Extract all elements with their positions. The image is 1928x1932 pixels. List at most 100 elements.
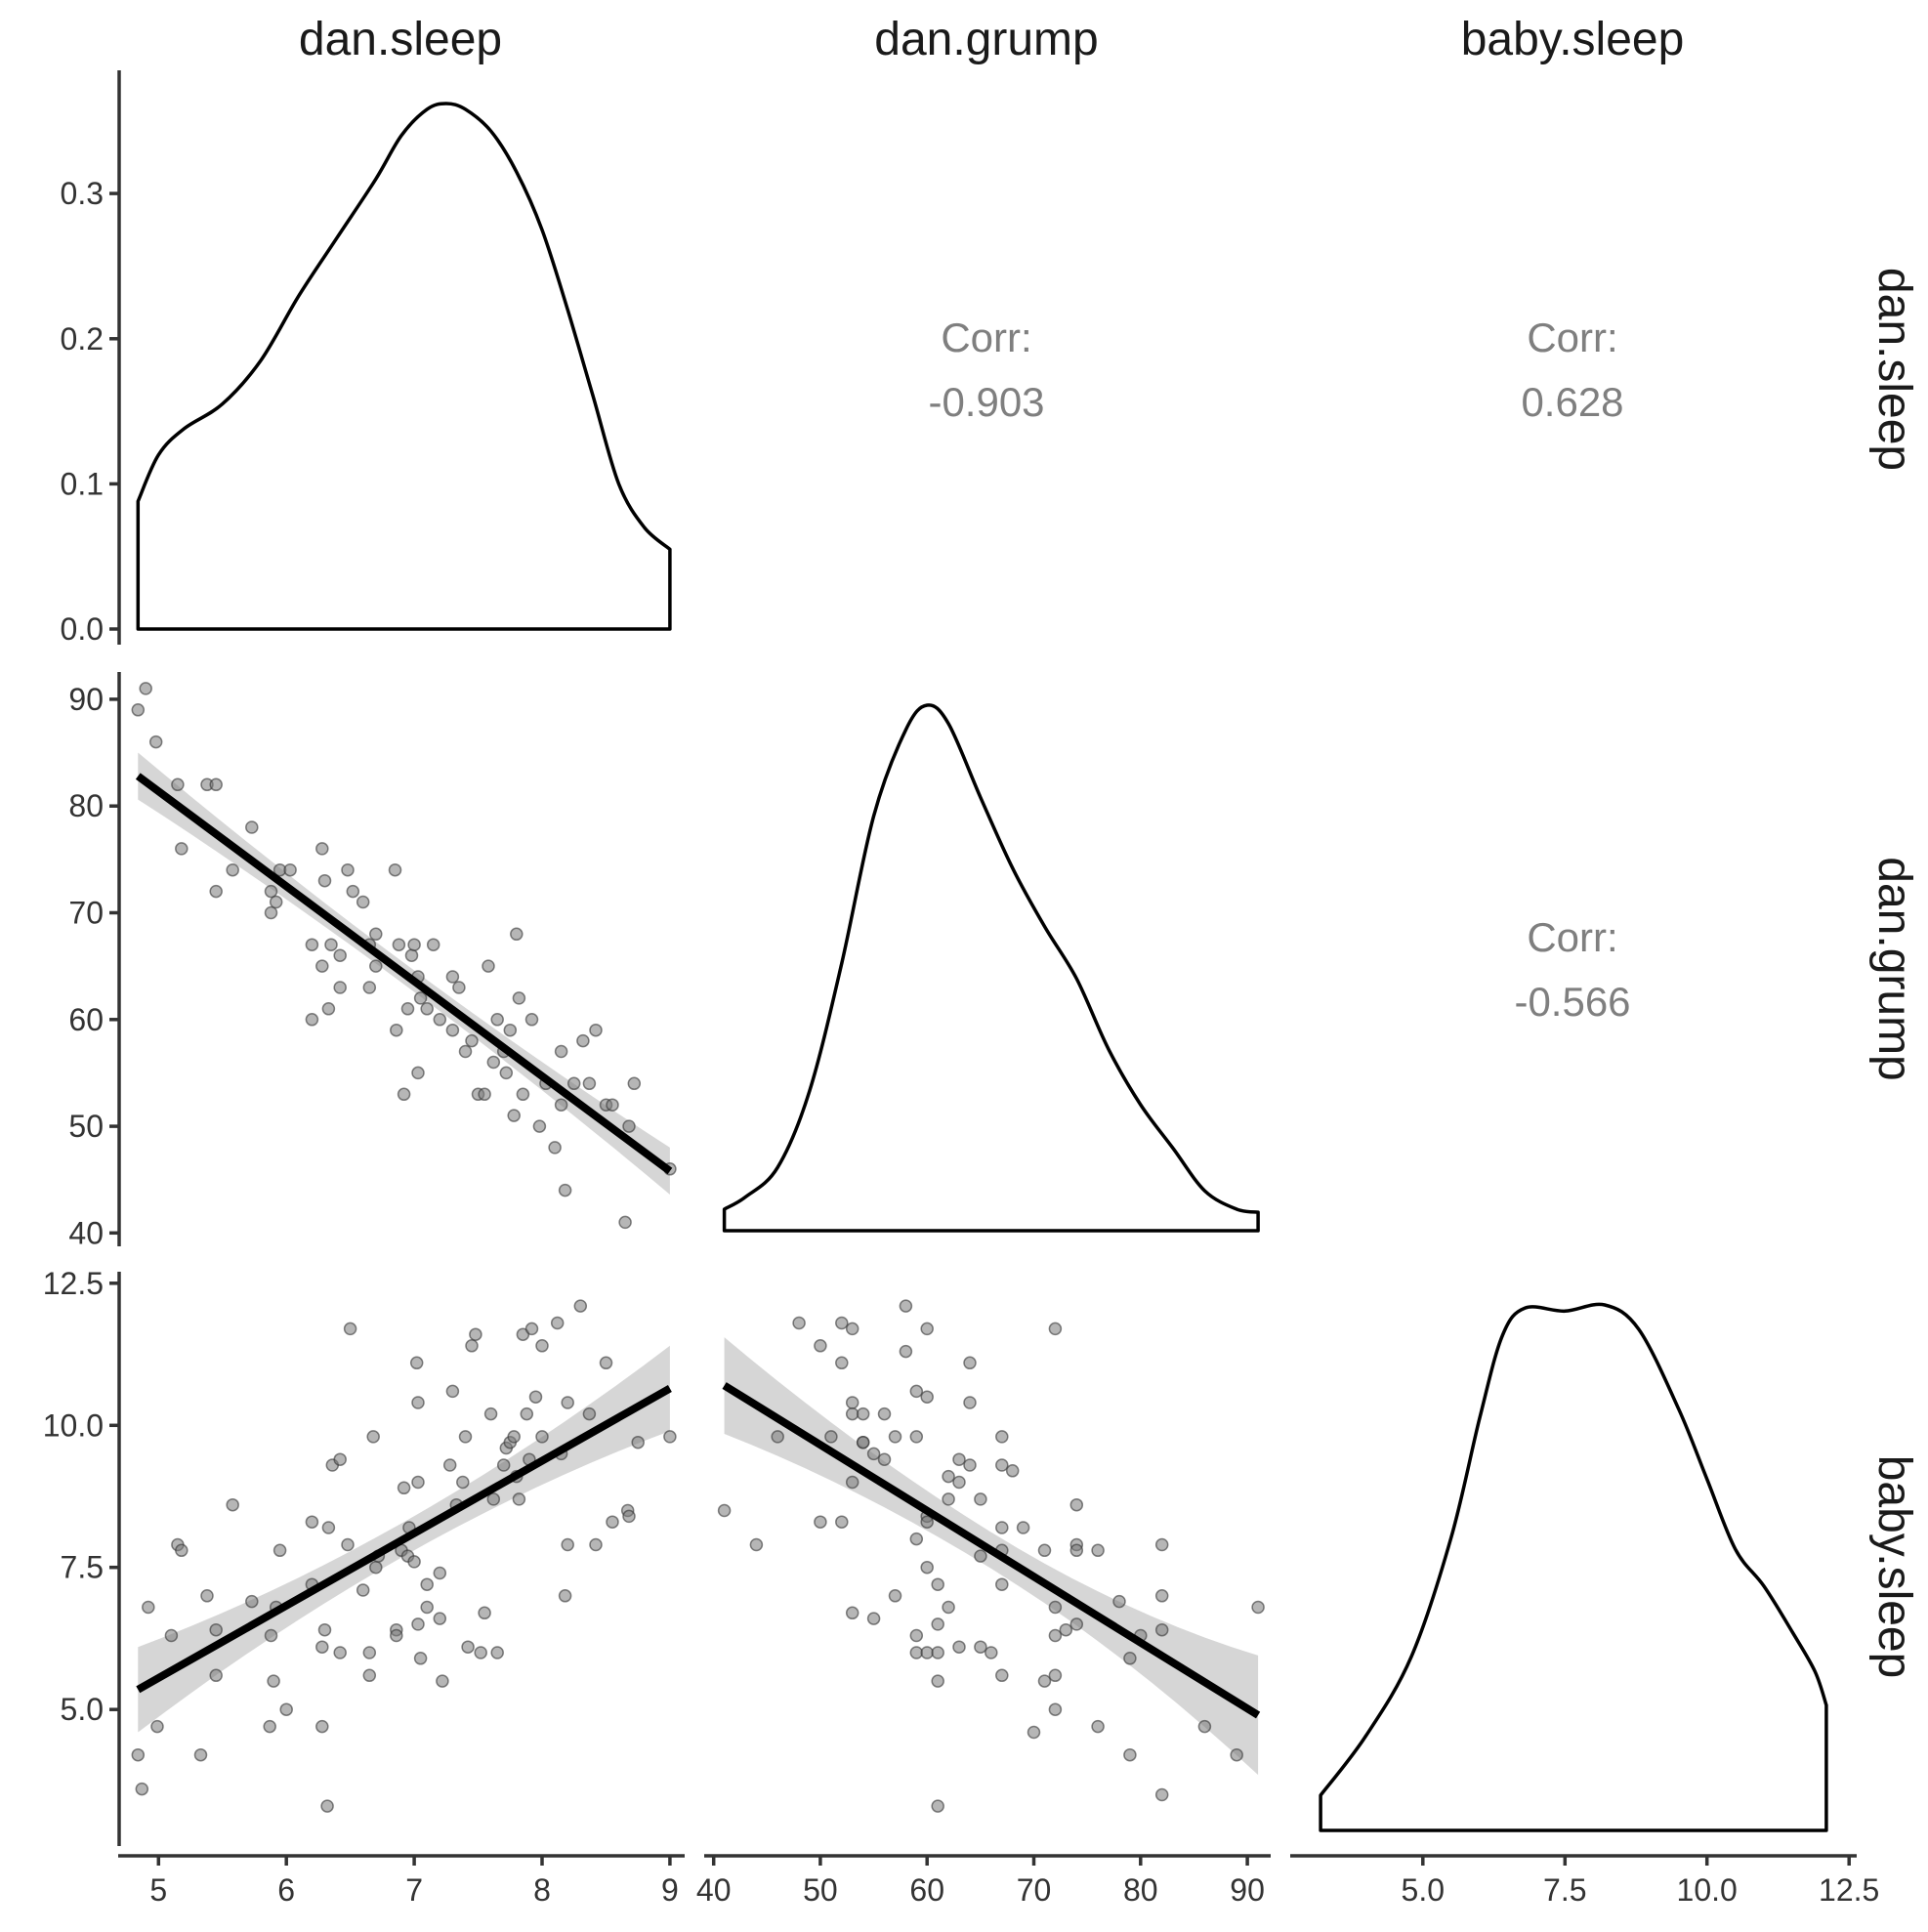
- data-point: [1027, 1725, 1041, 1740]
- data-point: [599, 1356, 613, 1370]
- data-point: [164, 1628, 179, 1643]
- data-point: [264, 1628, 278, 1643]
- y-tick-label: 5.0: [61, 1692, 104, 1727]
- data-point: [264, 905, 278, 920]
- data-point: [835, 1316, 849, 1330]
- data-point: [407, 1555, 421, 1569]
- data-point: [554, 1044, 568, 1059]
- y-tick-label: 10.0: [43, 1407, 104, 1443]
- y-tick-label: 60: [68, 1002, 104, 1037]
- data-point: [369, 959, 383, 973]
- data-point: [305, 1515, 319, 1529]
- data-point: [333, 948, 347, 962]
- data-point: [717, 1503, 732, 1518]
- data-point: [269, 895, 283, 909]
- data-point: [131, 1747, 146, 1762]
- data-point: [426, 938, 440, 951]
- data-point: [420, 1002, 434, 1016]
- data-point: [445, 1384, 460, 1399]
- data-point: [1091, 1719, 1105, 1734]
- data-point: [631, 1435, 645, 1449]
- data-point: [856, 1407, 870, 1421]
- data-point: [920, 1390, 934, 1404]
- y-tick-label: 40: [68, 1215, 104, 1250]
- data-point: [985, 1646, 998, 1659]
- corr-label: Corr:: [1527, 315, 1617, 360]
- data-point: [346, 884, 360, 899]
- data-point: [1016, 1521, 1030, 1534]
- fit-line: [135, 773, 673, 1175]
- data-point: [888, 1589, 902, 1603]
- data-point: [411, 1066, 425, 1080]
- corr-panel-dan-sleep-baby-sleep: Corr: 0.628: [1521, 315, 1623, 425]
- data-point: [490, 1646, 504, 1659]
- data-point: [200, 1589, 214, 1603]
- data-point: [267, 1674, 280, 1688]
- data-point: [995, 1458, 1009, 1472]
- scatter-points: [131, 682, 1265, 1813]
- data-point: [1154, 1787, 1169, 1802]
- x-tick-label: 7.5: [1543, 1872, 1586, 1908]
- data-point: [622, 1119, 636, 1133]
- data-point: [333, 1646, 347, 1659]
- data-point: [952, 1452, 966, 1466]
- y-tick-label: 90: [68, 682, 104, 717]
- data-point: [995, 1521, 1009, 1534]
- data-point: [866, 1612, 881, 1625]
- data-point: [920, 1646, 934, 1659]
- data-point: [404, 948, 419, 962]
- data-point: [321, 1002, 336, 1016]
- data-point: [433, 1566, 447, 1580]
- data-point: [606, 1098, 619, 1112]
- data-point: [899, 1299, 913, 1313]
- data-point: [995, 1430, 1009, 1444]
- data-point: [362, 981, 377, 994]
- data-point: [400, 1002, 415, 1016]
- data-point: [175, 842, 189, 856]
- x-tick-label: 9: [661, 1872, 679, 1908]
- data-point: [824, 1430, 838, 1444]
- data-point: [1154, 1589, 1169, 1603]
- data-point: [209, 884, 223, 899]
- data-point: [1069, 1617, 1084, 1631]
- data-point: [131, 703, 146, 717]
- data-point: [1048, 1702, 1063, 1716]
- data-point: [465, 1339, 479, 1353]
- data-point: [263, 1719, 276, 1734]
- data-point: [226, 862, 239, 877]
- x-tick-label: 7: [405, 1872, 423, 1908]
- data-point: [974, 1640, 987, 1654]
- data-point: [496, 1458, 511, 1472]
- y-tick-label: 0.2: [61, 321, 104, 357]
- data-point: [411, 1475, 425, 1490]
- data-point: [411, 1396, 425, 1409]
- x-tick-label: 40: [696, 1872, 732, 1908]
- y-tick-label: 0.3: [61, 176, 104, 211]
- data-point: [507, 1430, 521, 1444]
- data-point: [445, 1023, 460, 1037]
- data-point: [627, 1076, 642, 1091]
- data-point: [478, 1087, 491, 1102]
- y-tick-label: 0.1: [61, 466, 104, 501]
- data-point: [942, 1600, 955, 1615]
- data-point: [409, 1356, 424, 1370]
- data-point: [888, 1430, 902, 1444]
- data-point: [356, 895, 370, 909]
- confidence-bands: [138, 752, 1259, 1776]
- data-point: [528, 1390, 543, 1404]
- data-point: [442, 1458, 457, 1472]
- data-point: [931, 1646, 944, 1659]
- fit-line: [722, 1382, 1261, 1719]
- data-point: [1154, 1622, 1169, 1637]
- data-point: [150, 1719, 164, 1734]
- data-point: [582, 1407, 597, 1421]
- data-point: [461, 1640, 475, 1654]
- data-point: [814, 1339, 827, 1353]
- data-point: [1230, 1747, 1243, 1762]
- fit-line: [136, 1385, 672, 1694]
- y-tick-label: 50: [68, 1109, 104, 1144]
- data-point: [503, 1023, 518, 1037]
- data-point: [390, 1628, 403, 1643]
- data-point: [445, 970, 460, 984]
- data-point: [554, 1098, 568, 1112]
